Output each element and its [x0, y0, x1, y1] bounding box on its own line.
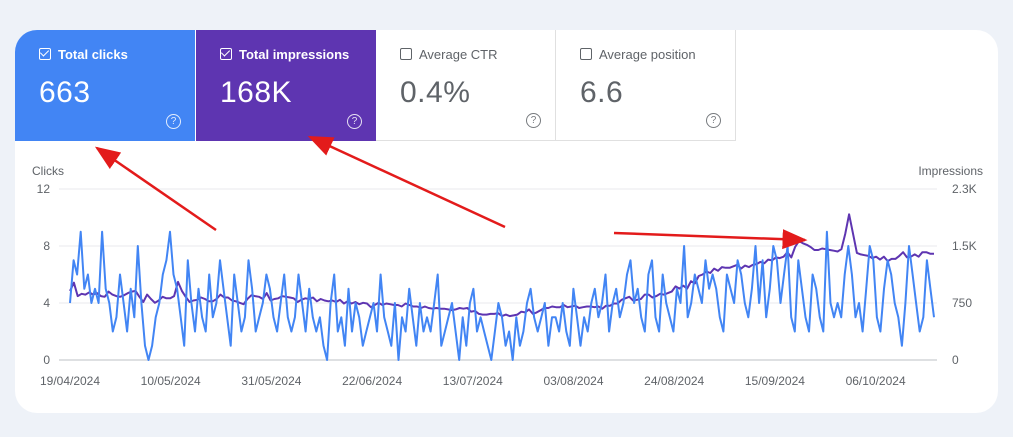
clicks-series-line	[69, 230, 935, 361]
x-tick-label: 10/05/2024	[141, 374, 201, 388]
average-ctr-value: 0.4%	[400, 76, 471, 109]
total-impressions-checkbox[interactable]	[220, 47, 232, 60]
total-impressions-header: Total impressions	[220, 46, 376, 62]
left-axis-label: Clicks	[32, 164, 64, 178]
right-axis-label: Impressions	[918, 164, 983, 178]
total-clicks-label: Total clicks	[58, 46, 128, 62]
annotation-arrow	[613, 229, 808, 250]
x-tick-label: 03/08/2024	[543, 374, 603, 388]
x-tick-label: 19/04/2024	[40, 374, 100, 388]
x-tick-label: 15/09/2024	[745, 374, 805, 388]
help-icon[interactable]: ?	[526, 113, 541, 128]
help-icon[interactable]: ?	[166, 114, 181, 129]
annotation-arrow	[94, 146, 217, 232]
total-impressions-value: 168K	[220, 76, 293, 109]
right-tick-label: 0	[952, 353, 959, 367]
average-ctr-header: Average CTR	[400, 46, 555, 62]
total-clicks-header: Total clicks	[39, 46, 195, 62]
left-tick-label: 4	[43, 296, 50, 310]
x-tick-label: 22/06/2024	[342, 374, 402, 388]
average-position-header: Average position	[580, 46, 735, 62]
left-tick-label: 8	[43, 239, 50, 253]
average-ctr-label: Average CTR	[419, 46, 498, 62]
average-ctr-checkbox[interactable]	[400, 48, 412, 60]
total-clicks-checkbox[interactable]	[39, 47, 51, 60]
average-position-tile[interactable]: Average position 6.6 ?	[556, 30, 736, 141]
x-tick-label: 06/10/2024	[846, 374, 906, 388]
average-position-label: Average position	[599, 46, 696, 62]
right-tick-label: 2.3K	[952, 182, 977, 196]
total-impressions-tile[interactable]: Total impressions 168K ?	[196, 30, 376, 141]
average-ctr-tile[interactable]: Average CTR 0.4% ?	[376, 30, 556, 141]
total-clicks-value: 663	[39, 76, 91, 109]
total-clicks-tile[interactable]: Total clicks 663 ?	[15, 30, 195, 141]
right-tick-label: 1.5K	[952, 239, 977, 253]
help-icon[interactable]: ?	[706, 113, 721, 128]
total-impressions-label: Total impressions	[239, 46, 350, 62]
help-icon[interactable]: ?	[347, 114, 362, 129]
right-tick-label: 750	[952, 296, 972, 310]
x-tick-label: 13/07/2024	[443, 374, 503, 388]
average-position-value: 6.6	[580, 76, 624, 109]
annotation-arrow	[307, 135, 506, 229]
x-tick-label: 31/05/2024	[241, 374, 301, 388]
x-tick-label: 24/08/2024	[644, 374, 704, 388]
average-position-checkbox[interactable]	[580, 48, 592, 60]
left-tick-label: 0	[43, 353, 50, 367]
left-tick-label: 12	[37, 182, 51, 196]
performance-card: Total clicks 663 ? Total impressions 168…	[15, 30, 998, 413]
